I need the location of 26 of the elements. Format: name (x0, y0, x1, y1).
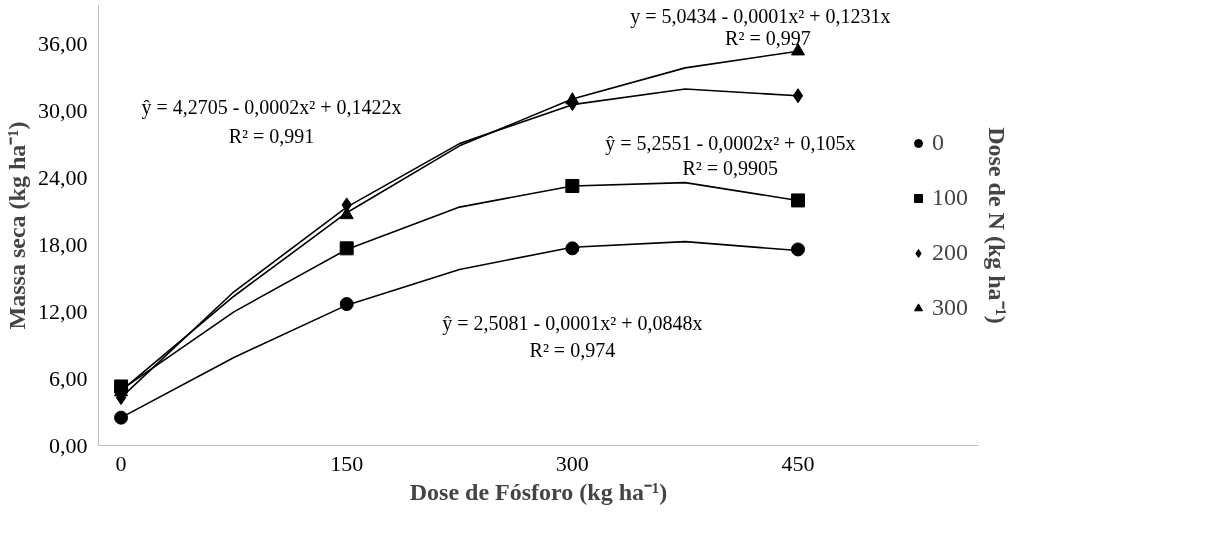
x-tick-label: 0 (115, 450, 127, 476)
y-tick-label: 18,00 (38, 231, 88, 257)
x-tick-label: 150 (330, 450, 364, 476)
y-tick-label: 12,00 (38, 298, 88, 324)
annotation: ŷ = 2,5081 - 0,0001x² + 0,0848x (442, 311, 703, 335)
annotation: ŷ = 4,2705 - 0,0002x² + 0,1422x (141, 95, 402, 119)
legend-label: 200 (932, 239, 968, 266)
y-tick-label: 0,00 (49, 432, 88, 458)
x-tick-label: 300 (555, 450, 589, 476)
legend-label: 100 (932, 184, 968, 211)
y-tick-label: 24,00 (38, 165, 88, 191)
y-tick-label: 36,00 (38, 31, 88, 57)
annotation: R² = 0,9905 (682, 157, 779, 180)
annotation: R² = 0,997 (725, 26, 811, 49)
legend-label: 0 (932, 129, 945, 156)
annotation: R² = 0,974 (529, 338, 616, 361)
annotation: ŷ = 5,2551 - 0,0002x² + 0,105x (605, 131, 856, 155)
x-axis-title: Dose de Fósforo (kg ha⁻¹) (409, 478, 668, 505)
legend-title: Dose de N (kg ha⁻¹) (983, 127, 1010, 324)
y-tick-label: 30,00 (38, 98, 88, 124)
x-tick-label: 450 (781, 450, 815, 476)
y-tick-label: 6,00 (49, 365, 88, 391)
y-axis-title: Massa seca (kg ha⁻¹) (4, 121, 30, 330)
annotation: R² = 0,991 (228, 124, 315, 147)
annotation: y = 5,0434 - 0,0001x² + 0,1231x (630, 4, 891, 28)
legend-label: 300 (932, 294, 968, 321)
